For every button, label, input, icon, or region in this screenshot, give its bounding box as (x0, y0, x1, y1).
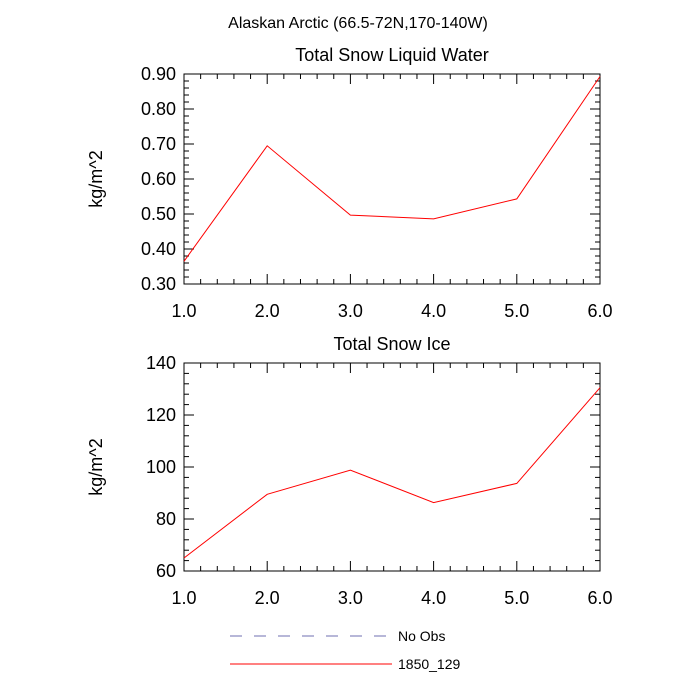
y-tick-label: 0.80 (141, 99, 176, 119)
y-tick-label: 0.50 (141, 204, 176, 224)
chart-title: Total Snow Liquid Water (295, 45, 488, 65)
x-tick-label: 1.0 (171, 301, 196, 321)
plot-frame (183, 73, 601, 285)
x-tick-label: 2.0 (255, 588, 280, 608)
legend-label-2: 1850_129 (398, 656, 461, 672)
y-tick-label: 120 (146, 405, 176, 425)
plot-frame (183, 362, 601, 572)
y-tick-label: 0.30 (141, 274, 176, 294)
x-tick-label: 6.0 (587, 588, 612, 608)
x-tick-label: 6.0 (587, 301, 612, 321)
chart-panel-1: Total Snow Liquid Water kg/m^2 1.0 2.0 3.0 4.… (86, 45, 613, 321)
x-tick-label: 1.0 (171, 588, 196, 608)
series-line-1850_129 (183, 76, 601, 262)
y-tick-label: 60 (156, 561, 176, 581)
y-tick-label: 0.60 (141, 169, 176, 189)
figure-title: Alaskan Arctic (66.5-72N,170-140W) (228, 15, 488, 32)
y-tick-label: 100 (146, 457, 176, 477)
x-tick-label: 2.0 (255, 301, 280, 321)
x-tick-label: 4.0 (421, 588, 446, 608)
x-tick-label: 4.0 (421, 301, 446, 321)
x-tick-label: 3.0 (338, 301, 363, 321)
legend-label-1: No Obs (398, 628, 445, 644)
y-tick-label: 0.90 (141, 64, 176, 84)
legend: No Obs 1850_129 (230, 628, 461, 672)
x-tick-label: 5.0 (504, 301, 529, 321)
chart-panel-2: Total Snow Ice kg/m^2 1.0 2.0 3.0 4.0 5.0 6.0 60… (86, 334, 613, 608)
y-tick-label: 80 (156, 509, 176, 529)
x-tick-label: 3.0 (338, 588, 363, 608)
y-axis-label: kg/m^2 (86, 150, 106, 207)
y-axis-label: kg/m^2 (86, 438, 106, 495)
y-tick-label: 0.40 (141, 239, 176, 259)
chart-title: Total Snow Ice (333, 334, 450, 354)
y-tick-label: 0.70 (141, 134, 176, 154)
series-line-1850_129 (183, 387, 601, 559)
x-tick-label: 5.0 (504, 588, 529, 608)
y-tick-label: 140 (146, 353, 176, 373)
